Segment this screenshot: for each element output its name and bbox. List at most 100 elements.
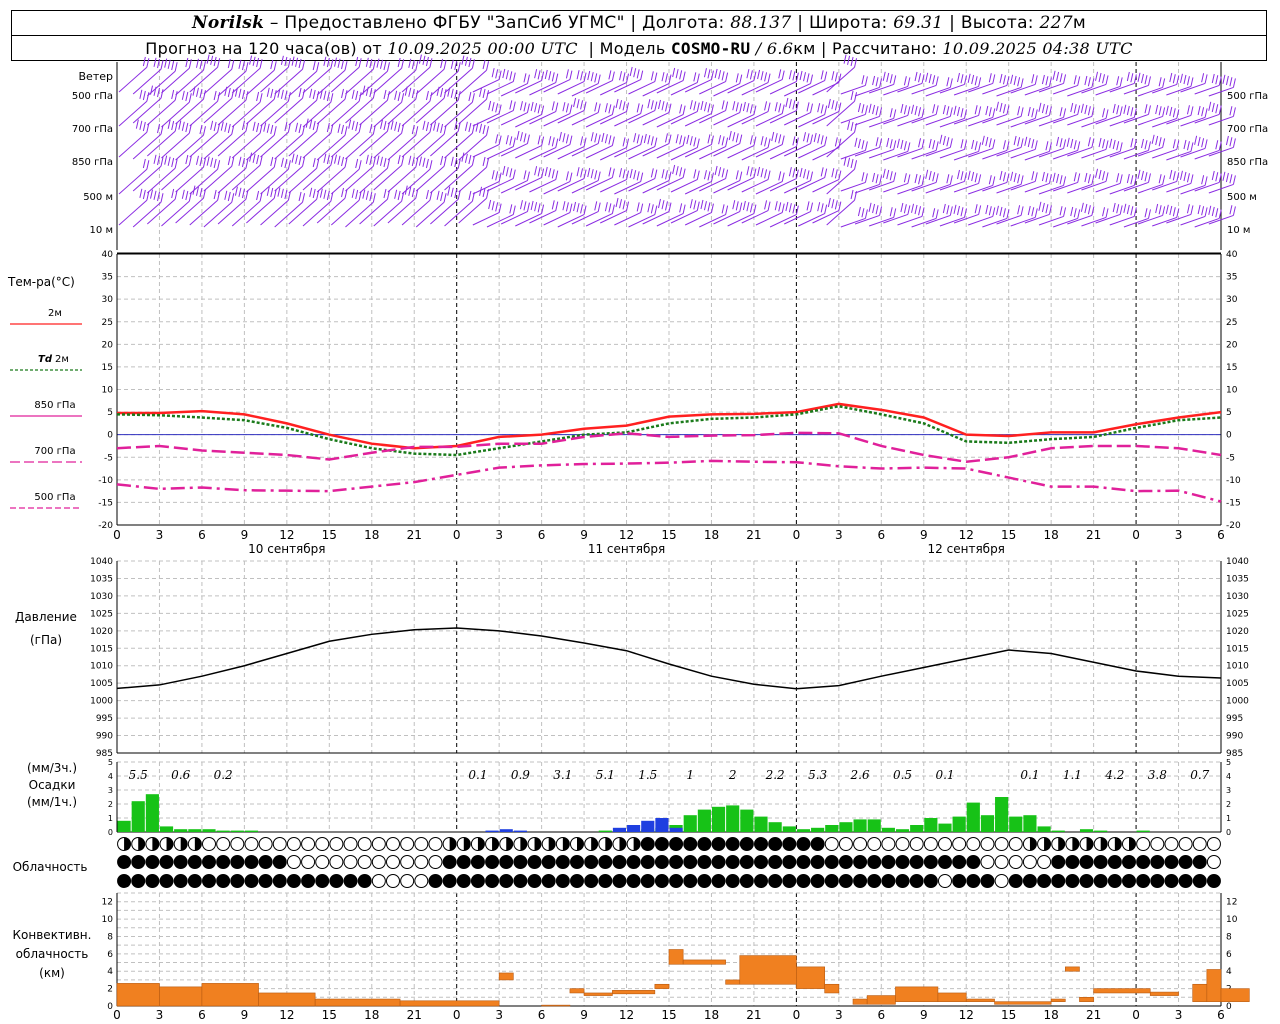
wind-barb-feather [767,73,771,83]
cloud-cover-symbol [1150,837,1165,851]
wind-barb-feather [900,103,904,114]
cloud-circle [371,874,386,888]
wind-barb-feather [457,190,461,200]
cloud-circle [329,837,344,851]
cloud-circle [725,837,740,851]
wind-barb-feather [739,171,743,181]
wind-barb [274,133,303,160]
wind-barb [614,79,641,93]
temp-ytick: 30 [102,295,114,305]
wind-barb-feather [964,109,967,119]
cloud-cover-symbol [357,837,372,851]
wind-barb-feather [555,102,559,112]
sep-3: | [943,13,961,33]
cloud-cover-symbol [145,874,160,888]
wind-barb [486,110,514,124]
wind-barb-feather [921,176,925,186]
wind-barb [189,131,218,158]
time-tick-label: 0 [453,528,461,542]
wind-barb-feather [932,172,936,182]
wind-barb [1024,150,1050,161]
time-tick-label: 6 [1217,528,1225,542]
cloud-circle [216,837,231,851]
wind-barb [699,81,726,95]
wind-barb-feather [1229,106,1233,116]
wind-barb [939,216,965,227]
wind-barb-feather [153,154,157,164]
wind-barb-feather [949,138,953,148]
wind-barb-feather [1091,107,1095,117]
wind-barb-feather [457,159,461,169]
wind-barb [161,132,190,159]
wind-barb-feather [1204,207,1208,217]
wind-barb-feather [732,101,736,111]
wind-barb-feather [491,68,495,78]
wind-barb-feather [548,71,552,81]
wind-barb-feather [252,56,256,66]
cloud-cover-symbol [456,855,471,869]
wind-barb-feather [1084,75,1088,86]
wind-barb-feather [914,105,918,116]
wind-barb-feather [721,168,725,178]
time-tick-label: 18 [364,528,379,542]
cloud-circle [881,874,896,888]
cloud-circle-fill [1044,837,1051,851]
cloud-circle [838,837,853,851]
wind-barb-feather [764,169,768,179]
wind-barb-feather [440,123,444,134]
wind-barb-feather [946,174,950,184]
wind-barb-feather [516,130,520,141]
conv-cloud-bar [541,1004,571,1007]
wind-barb-feather [886,137,890,148]
wind-barb-feather [316,91,320,101]
cloud-cover-symbol [824,874,839,888]
wind-barb-feather [541,105,545,115]
rain-bar [924,818,938,832]
wind-barb-feather [872,172,876,183]
snow-bar [485,830,499,832]
wind-barb-feather [224,190,228,200]
wind-barb-feather [864,209,868,219]
cloud-cover-symbol [555,837,570,851]
wind-barb-feather [806,73,810,83]
wind-barb-feather [1063,74,1067,84]
cloud-circle [386,874,400,888]
wind-barb-feather [576,99,580,109]
wind-barb-feather [231,193,235,203]
wind-barb-feather [369,87,373,98]
cloud-circle-fill [605,837,612,851]
wind-barb-feather [471,59,475,69]
wind-barb-feather [1126,105,1130,116]
wind-barb-feather [1116,173,1120,183]
wind-barb-feather [875,205,879,215]
wind-barb [175,69,204,96]
model-name: COSMO-RU [670,38,751,58]
temp-ytick: 25 [102,318,113,328]
wind-barb-feather [1052,70,1056,80]
wind-barb [345,68,374,95]
wind-barb [953,85,979,96]
wind-barb-feather [946,137,950,147]
wind-barb-feather [1109,138,1113,148]
wind-barb [316,98,346,125]
cloud-cover-symbol [640,837,655,851]
wind-barb-feather [1073,104,1077,114]
cloud-circle [117,874,132,888]
rain-bar [867,819,881,832]
pres-ytick: 990 [96,732,113,742]
wind-barb-feather [174,190,178,200]
cloud-cover-symbol [216,855,231,869]
wind-barb [911,217,937,228]
wind-barb-feather [732,132,736,142]
conv-cloud-bar [994,1001,1052,1005]
cloud-circle [371,855,386,869]
wind-barb-feather [889,139,893,149]
wind-barb-feather [429,58,433,68]
cloud-cover-symbol [1008,837,1023,851]
cloud-circle-fill [449,837,457,851]
wind-barb-feather [558,131,562,142]
wind-barb-feather [475,122,479,132]
wind-barb-feather [668,134,672,144]
wind-barb-feather [454,188,458,199]
wind-barb-feather [974,204,978,214]
